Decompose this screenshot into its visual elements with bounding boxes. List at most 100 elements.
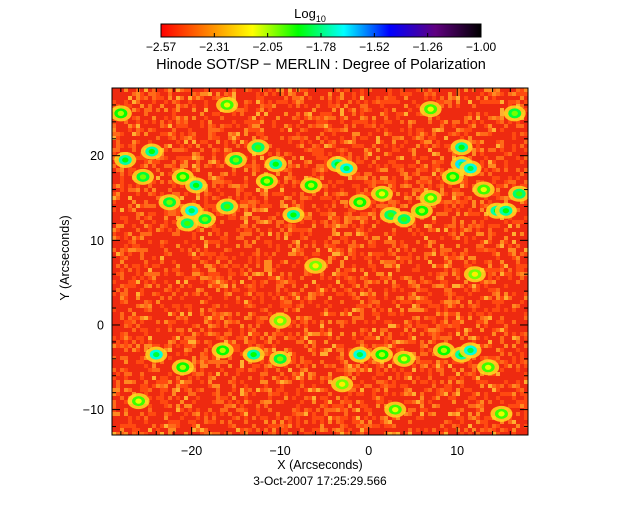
heatmap-cell (468, 140, 472, 144)
heatmap-cell (236, 184, 240, 188)
heatmap-cell (184, 432, 188, 435)
heatmap-cell (416, 288, 420, 292)
heatmap-cell (300, 300, 304, 304)
heatmap-cell (432, 92, 436, 96)
heatmap-cell (208, 344, 212, 348)
heatmap-cell (424, 132, 428, 136)
heatmap-cell (376, 280, 380, 284)
heatmap-cell (436, 404, 440, 408)
heatmap-cell (268, 396, 272, 400)
heatmap-cell (300, 200, 304, 204)
heatmap-cell (468, 264, 472, 268)
heatmap-cell (232, 256, 236, 260)
heatmap-cell (484, 100, 488, 104)
heatmap-cell (252, 304, 256, 308)
heatmap-cell (164, 416, 168, 420)
heatmap-cell (284, 288, 288, 292)
heatmap-cell (516, 256, 520, 260)
heatmap-cell (160, 400, 164, 404)
heatmap-cell (296, 228, 300, 232)
heatmap-cell (268, 204, 272, 208)
heatmap-cell (244, 224, 248, 228)
heatmap-cell (392, 204, 396, 208)
heatmap-cell (316, 292, 320, 296)
heatmap-cell (244, 220, 248, 224)
heatmap-cell (316, 416, 320, 420)
heatmap-cell (512, 132, 516, 136)
heatmap-cell (260, 284, 264, 288)
heatmap-cell (128, 104, 132, 108)
heatmap-cell (388, 200, 392, 204)
heatmap-cell (260, 336, 264, 340)
heatmap-cell (348, 88, 352, 92)
heatmap-cell (344, 148, 348, 152)
heatmap-cell (172, 116, 176, 120)
heatmap-cell (360, 428, 364, 432)
heatmap-cell (292, 320, 296, 324)
heatmap-cell (404, 300, 408, 304)
heatmap-cell (228, 412, 232, 416)
heatmap-cell (264, 388, 268, 392)
heatmap-cell (480, 404, 484, 408)
heatmap-cell (212, 132, 216, 136)
heatmap-cell (440, 264, 444, 268)
heatmap-cell (116, 412, 120, 416)
heatmap-cell (328, 372, 332, 376)
heatmap-cell (280, 204, 284, 208)
heatmap-cell (436, 116, 440, 120)
heatmap-cell (392, 148, 396, 152)
heatmap-cell (160, 424, 164, 428)
heatmap-cell (372, 300, 376, 304)
heatmap-cell (140, 232, 144, 236)
heatmap-cell (188, 132, 192, 136)
heatmap-cell (508, 180, 512, 184)
heatmap-cell (440, 200, 444, 204)
heatmap-cell (416, 296, 420, 300)
heatmap-cell (304, 128, 308, 132)
heatmap-cell (260, 204, 264, 208)
heatmap-cell (364, 404, 368, 408)
heatmap-feature (224, 151, 247, 168)
heatmap-cell (168, 180, 172, 184)
heatmap-cell (212, 420, 216, 424)
heatmap-cell (328, 140, 332, 144)
heatmap-cell (132, 116, 136, 120)
heatmap-cell (260, 104, 264, 108)
heatmap-cell (320, 176, 324, 180)
heatmap-cell (144, 304, 148, 308)
heatmap-cell (356, 232, 360, 236)
heatmap-cell (284, 224, 288, 228)
heatmap-cell (192, 200, 196, 204)
heatmap-cell (140, 128, 144, 132)
heatmap-cell (208, 280, 212, 284)
heatmap-cell (128, 344, 132, 348)
heatmap-cell (484, 416, 488, 420)
heatmap-cell (312, 376, 316, 380)
heatmap-cell (268, 232, 272, 236)
heatmap-cell (236, 368, 240, 372)
heatmap-cell (476, 304, 480, 308)
heatmap-cell (388, 180, 392, 184)
heatmap-cell (484, 240, 488, 244)
heatmap-cell (396, 432, 400, 435)
heatmap-cell (384, 384, 388, 388)
heatmap-cell (172, 208, 176, 212)
heatmap-cell (216, 384, 220, 388)
heatmap-cell (448, 420, 452, 424)
heatmap-cell (344, 156, 348, 160)
heatmap-cell (240, 392, 244, 396)
heatmap-cell (188, 312, 192, 316)
heatmap-cell (208, 376, 212, 380)
heatmap-cell (488, 272, 492, 276)
heatmap-cell (152, 344, 156, 348)
heatmap-cell (332, 116, 336, 120)
heatmap-cell (352, 208, 356, 212)
heatmap-cell (124, 320, 128, 324)
heatmap-cell (116, 340, 120, 344)
heatmap-cell (328, 380, 332, 384)
heatmap-cell (352, 276, 356, 280)
heatmap-cell (136, 204, 140, 208)
heatmap-cell (276, 276, 280, 280)
heatmap-cell (172, 160, 176, 164)
heatmap-cell (216, 280, 220, 284)
